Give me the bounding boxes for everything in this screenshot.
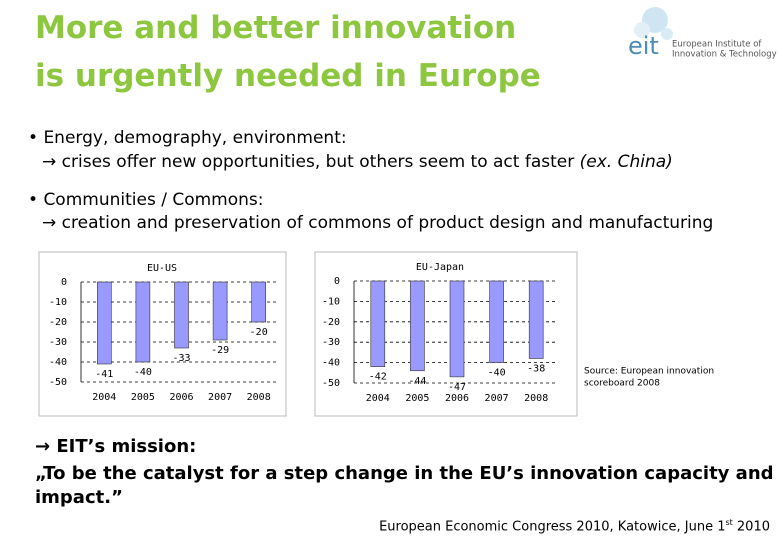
bar (174, 281, 189, 349)
chart-title: EU-Japan (416, 262, 464, 273)
logo-circle (634, 22, 650, 38)
footer-sup: st (725, 518, 733, 527)
y-tick-label: -20 (322, 317, 340, 328)
y-tick-label: -50 (49, 377, 67, 388)
x-tick-label: 2007 (208, 392, 232, 403)
bullet: • Communities / Commons: (28, 190, 264, 210)
value-label: -40 (488, 368, 506, 379)
logo-text: European Institute of (672, 40, 762, 50)
bullet: • Energy, demography, environment: (28, 128, 347, 148)
bar (528, 280, 544, 359)
chart-title: EU-US (147, 263, 177, 274)
y-tick-label: -30 (322, 337, 340, 348)
y-tick-label: 0 (334, 276, 340, 287)
x-tick-label: 2006 (169, 392, 193, 403)
bullet-detail: → creation and preservation of commons o… (42, 213, 714, 233)
bar (489, 280, 504, 363)
x-tick-label: 2004 (92, 392, 116, 403)
y-tick-label: -10 (49, 297, 67, 308)
value-label: -29 (211, 345, 229, 356)
title-line: More and better innovation (35, 10, 517, 46)
chart-frame (38, 251, 287, 417)
bar (135, 281, 151, 363)
mission-line: „To be the catalyst for a step change in… (35, 463, 774, 484)
logo-text: Innovation & Technology (672, 50, 777, 60)
title-line: is urgently needed in Europe (35, 58, 541, 94)
value-label: -42 (369, 372, 387, 383)
value-label: -44 (408, 376, 426, 387)
detail-text: crises offer new opportunities, but othe… (61, 152, 575, 172)
x-tick-label: 2008 (524, 393, 548, 404)
value-label: -33 (172, 353, 190, 364)
y-tick-label: -30 (49, 337, 67, 348)
bar (251, 281, 266, 323)
footer-text: European Economic Congress 2010, Katowic… (379, 519, 726, 535)
bullet-text: Energy, demography, environment: (43, 128, 347, 148)
logo-mark: eit (628, 32, 659, 60)
footer: European Economic Congress 2010, Katowic… (379, 518, 770, 534)
bullet-detail: → crises offer new opportunities, but ot… (42, 152, 673, 172)
y-tick-label: -10 (322, 296, 340, 307)
y-tick-label: -20 (49, 317, 67, 328)
y-tick-label: -50 (322, 378, 340, 389)
x-tick-label: 2005 (131, 392, 155, 403)
x-tick-label: 2004 (366, 393, 390, 404)
bar (212, 281, 228, 341)
bullet-text: Communities / Commons: (43, 190, 264, 210)
x-tick-label: 2007 (485, 393, 509, 404)
bar (449, 280, 465, 378)
mission-heading: → EIT’s mission: (35, 436, 197, 457)
value-label: -38 (527, 364, 545, 375)
y-tick-label: -40 (322, 358, 340, 369)
x-tick-label: 2005 (405, 393, 429, 404)
logo: eit European Institute of Innovation & T… (628, 7, 777, 60)
value-label: -20 (250, 327, 268, 338)
value-label: -41 (95, 369, 113, 380)
detail-text: creation and preservation of commons of … (61, 213, 714, 233)
bar (410, 280, 425, 372)
aside-text: (ex. China) (579, 152, 673, 172)
mission-heading-text: EIT’s mission: (56, 436, 197, 457)
y-tick-label: 0 (61, 277, 67, 288)
x-tick-label: 2008 (247, 392, 271, 403)
source: Source: European innovation (584, 367, 714, 377)
value-label: -47 (448, 382, 466, 393)
logo-circle (661, 28, 673, 40)
mission-line: impact.” (35, 487, 123, 508)
value-label: -40 (134, 367, 152, 378)
x-tick-label: 2006 (445, 393, 469, 404)
footer-text: 2010 (732, 519, 770, 535)
bar (370, 280, 386, 367)
bar (97, 281, 112, 365)
y-tick-label: -40 (49, 357, 67, 368)
source: scoreboard 2008 (584, 379, 660, 389)
